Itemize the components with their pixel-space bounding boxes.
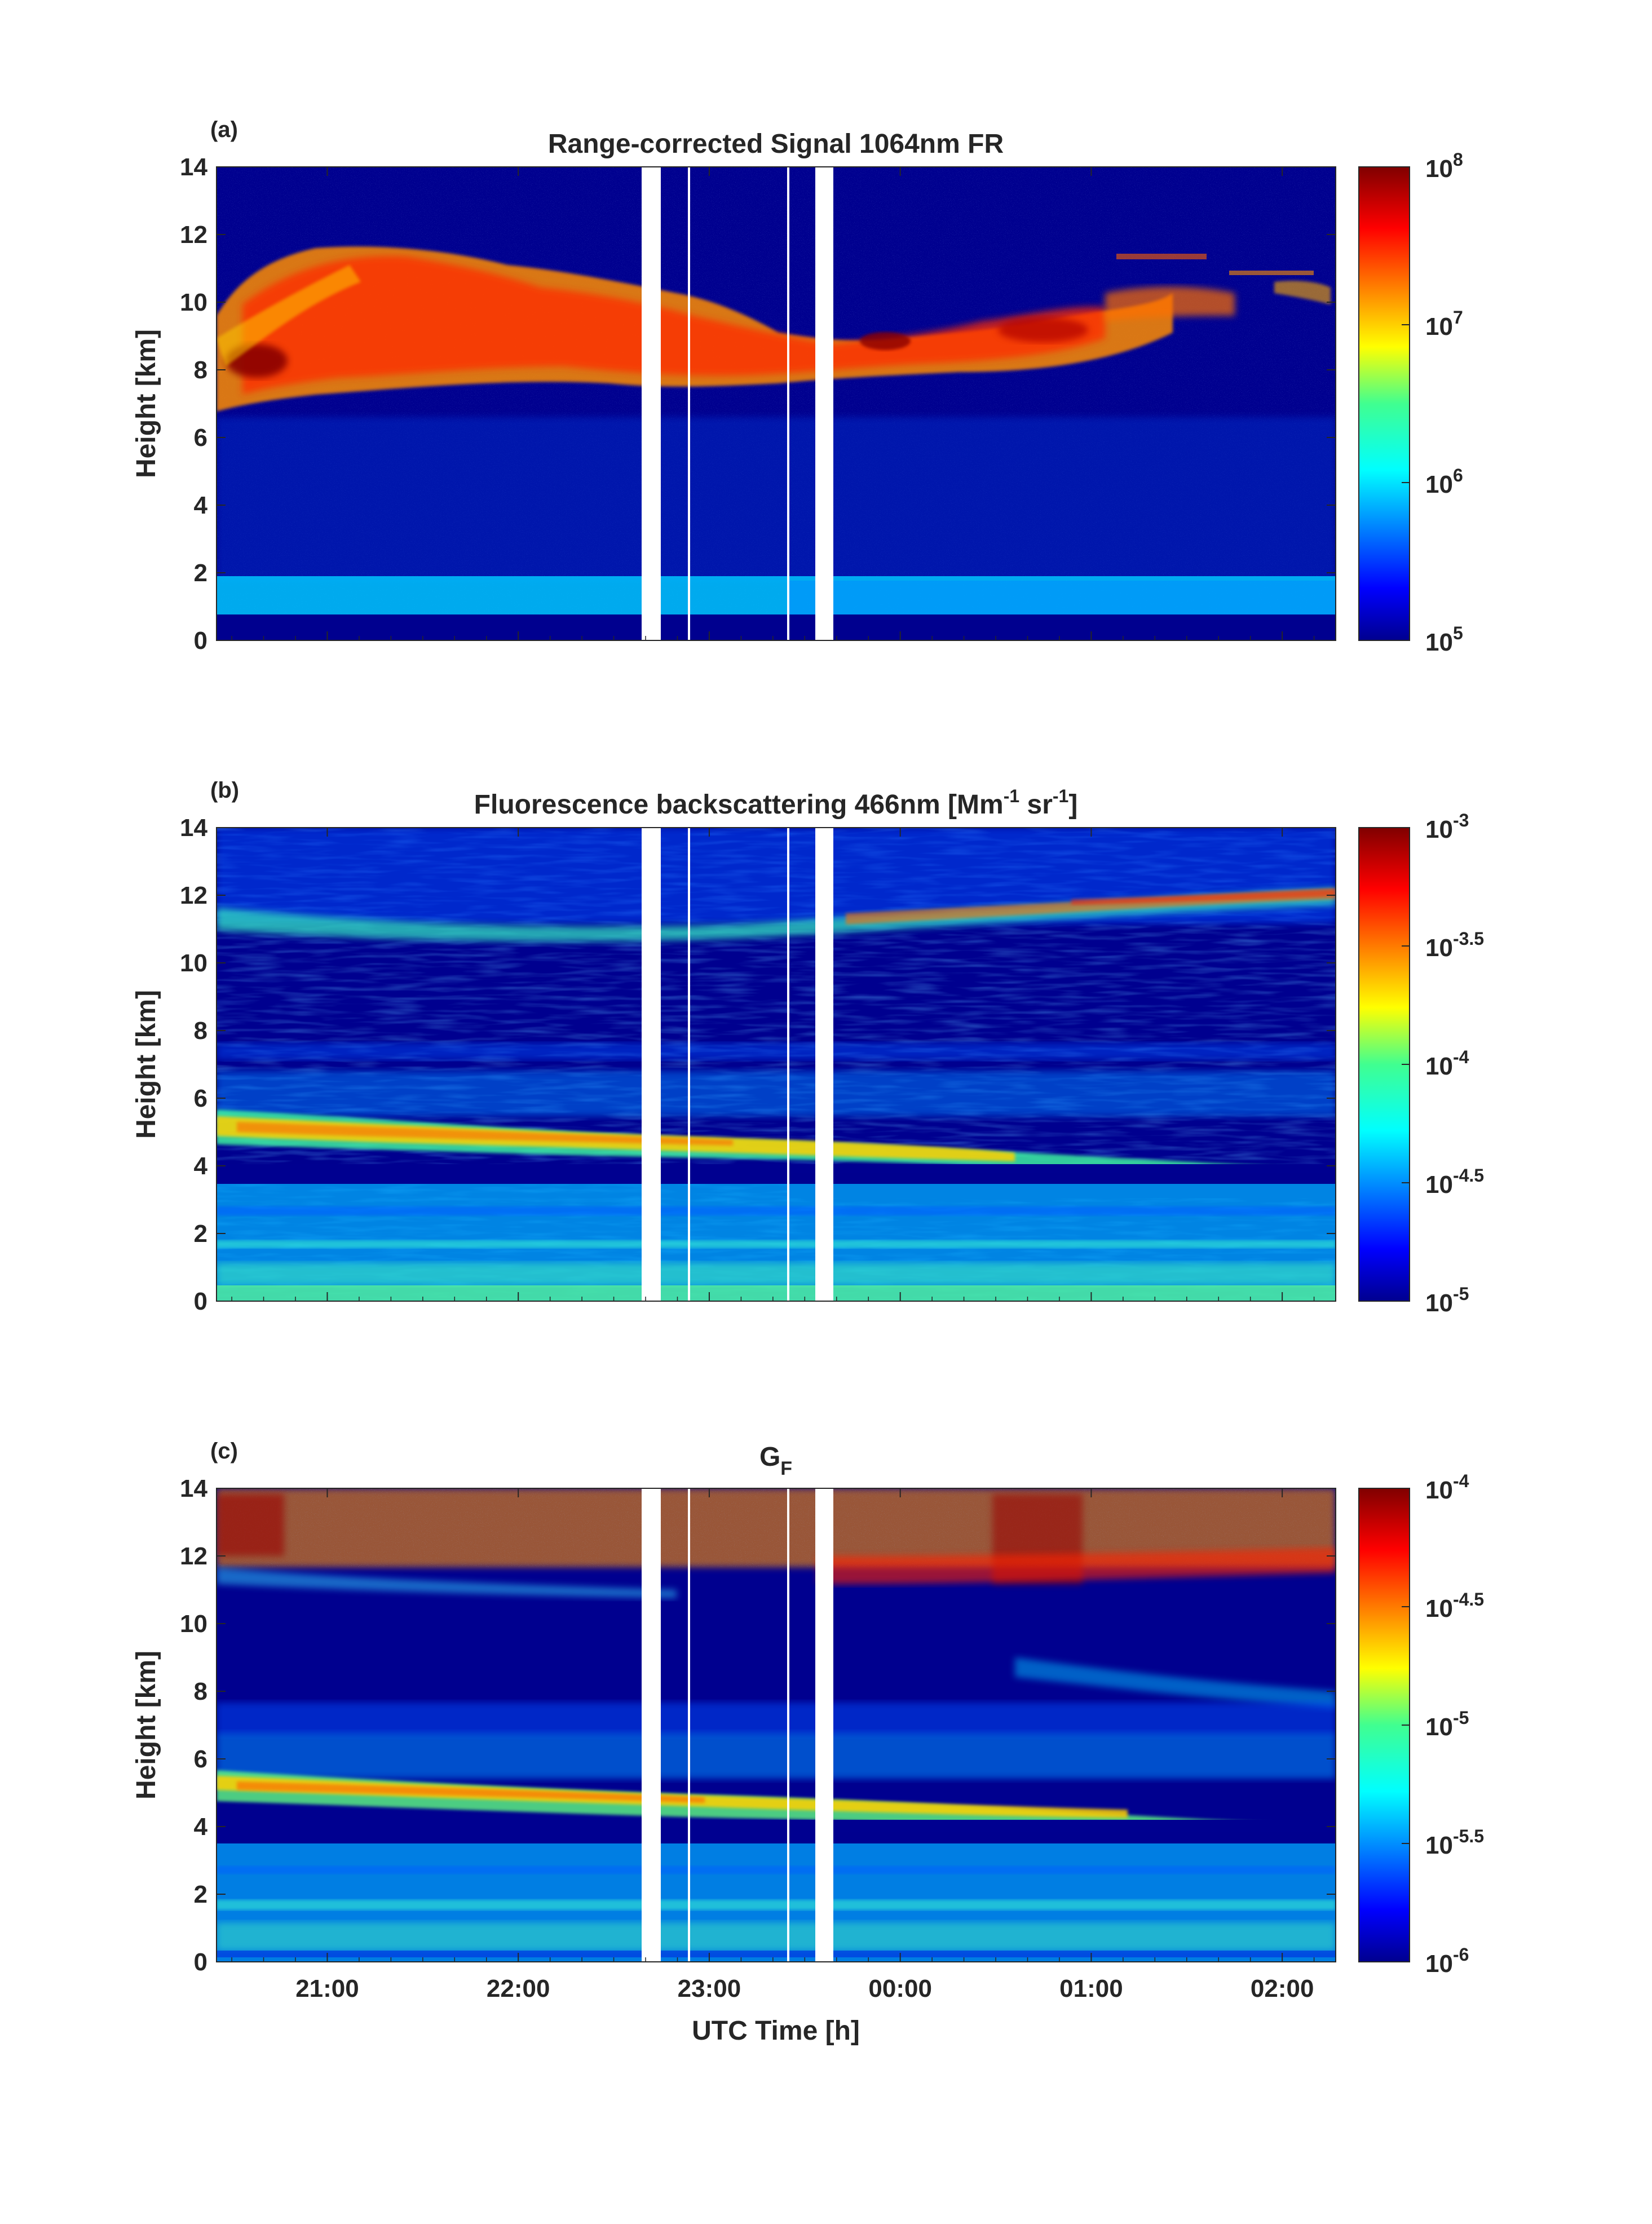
panel-c-heatmap [217,1488,1336,1962]
y-tick-label: 4 [194,1152,208,1180]
y-tick-label: 0 [194,1288,207,1315]
y-tick-label: 10 [180,949,207,977]
colorbar-tick-label: 10-3.5 [1425,928,1484,962]
y-tick-label: 0 [194,1948,207,1976]
panel-c-letter: (c) [210,1439,238,1463]
y-tick-label: 8 [194,1017,207,1045]
y-tick-label: 10 [180,1610,207,1638]
y-tick-label: 0 [194,627,207,655]
y-tick-label: 6 [194,1745,207,1773]
colorbar-tick-label: 10-5.5 [1425,1826,1484,1859]
panel-a-colorbar: 105 106 107 108 [1358,149,1463,656]
colorbar-tick-label: 10-3 [1425,810,1469,843]
colorbar-tick-label: 10-4.5 [1425,1165,1484,1199]
y-tick-label: 12 [180,1542,207,1570]
panel-b-axes: 0 2 4 6 8 10 12 14 Height [km] [131,814,1336,1315]
y-tick-label: 4 [194,1813,208,1841]
panel-a-axes: 0 2 4 6 8 10 12 14 Height [km] [131,153,1336,655]
y-tick-label: 12 [180,221,207,249]
panel-c-ylabel: Height [km] [131,1651,161,1799]
panel-b: (b) Fluorescence backscattering 466nm [M… [131,778,1484,1317]
colorbar-tick-label: 108 [1425,149,1463,183]
panel-b-title: Fluorescence backscattering 466nm [Mm-1 … [474,786,1078,820]
panel-b-letter: (b) [210,778,239,803]
y-tick-label: 8 [194,356,207,384]
panel-c-title: GF [759,1442,792,1479]
x-axis-label: UTC Time [h] [692,2016,860,2046]
colorbar-tick-label: 106 [1425,465,1463,498]
y-tick-label: 4 [194,492,208,519]
y-tick-label: 6 [194,424,207,452]
x-tick-label: 21:00 [295,1975,359,2002]
y-tick-label: 6 [194,1085,207,1112]
panel-a-letter: (a) [210,117,238,142]
panel-a-ylabel: Height [km] [131,329,161,478]
panel-c: (c) GF [131,1439,1484,2046]
x-tick-label: 23:00 [678,1975,741,2002]
y-tick-label: 2 [194,559,207,587]
colorbar-tick-label: 10-5 [1425,1708,1469,1741]
panel-b-heatmap [217,828,1336,1301]
y-tick-label: 14 [180,814,207,842]
panel-a-heatmap [217,167,1336,640]
panel-c-axes: 0 2 4 6 8 10 12 14 21:00 22:00 23:00 00:00 01:00 02:… [131,1475,1336,2046]
panel-a: (a) Range-corrected Signal 1064nm FR [131,117,1463,656]
y-tick-label: 2 [194,1220,207,1248]
colorbar-tick-label: 10-4 [1425,1047,1469,1080]
colorbar-tick-label: 107 [1425,307,1463,341]
colorbar-tick-label: 10-5 [1425,1284,1469,1317]
y-tick-label: 8 [194,1678,207,1705]
y-tick-label: 12 [180,882,207,909]
y-tick-label: 2 [194,1881,207,1908]
colorbar-tick-label: 10-6 [1425,1944,1469,1978]
y-tick-label: 14 [180,153,207,181]
colorbar-tick-label: 10-4 [1425,1471,1469,1504]
x-tick-label: 01:00 [1059,1975,1123,2002]
panel-b-ylabel: Height [km] [131,990,161,1139]
panel-a-title: Range-corrected Signal 1064nm FR [548,129,1004,159]
panel-b-colorbar: 10-5 10-4.5 10-4 10-3.5 10-3 [1358,810,1484,1317]
y-tick-label: 14 [180,1475,207,1502]
x-tick-label: 00:00 [868,1975,932,2002]
panel-c-colorbar: 10-6 10-5.5 10-5 10-4.5 10-4 [1358,1471,1484,1978]
colorbar-tick-label: 105 [1425,623,1463,656]
colorbar-tick-label: 10-4.5 [1425,1589,1484,1622]
x-tick-label: 02:00 [1251,1975,1314,2002]
y-tick-label: 10 [180,289,207,316]
x-tick-label: 22:00 [487,1975,550,2002]
